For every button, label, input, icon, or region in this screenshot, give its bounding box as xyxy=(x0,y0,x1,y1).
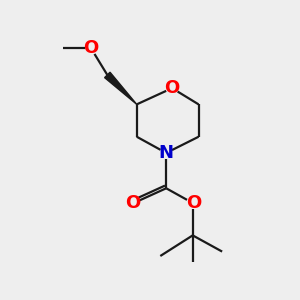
Text: O: O xyxy=(125,194,140,212)
Text: O: O xyxy=(83,39,99,57)
Text: O: O xyxy=(187,194,202,212)
Text: N: N xyxy=(159,144,174,162)
Text: O: O xyxy=(164,79,180,97)
Polygon shape xyxy=(105,72,137,104)
